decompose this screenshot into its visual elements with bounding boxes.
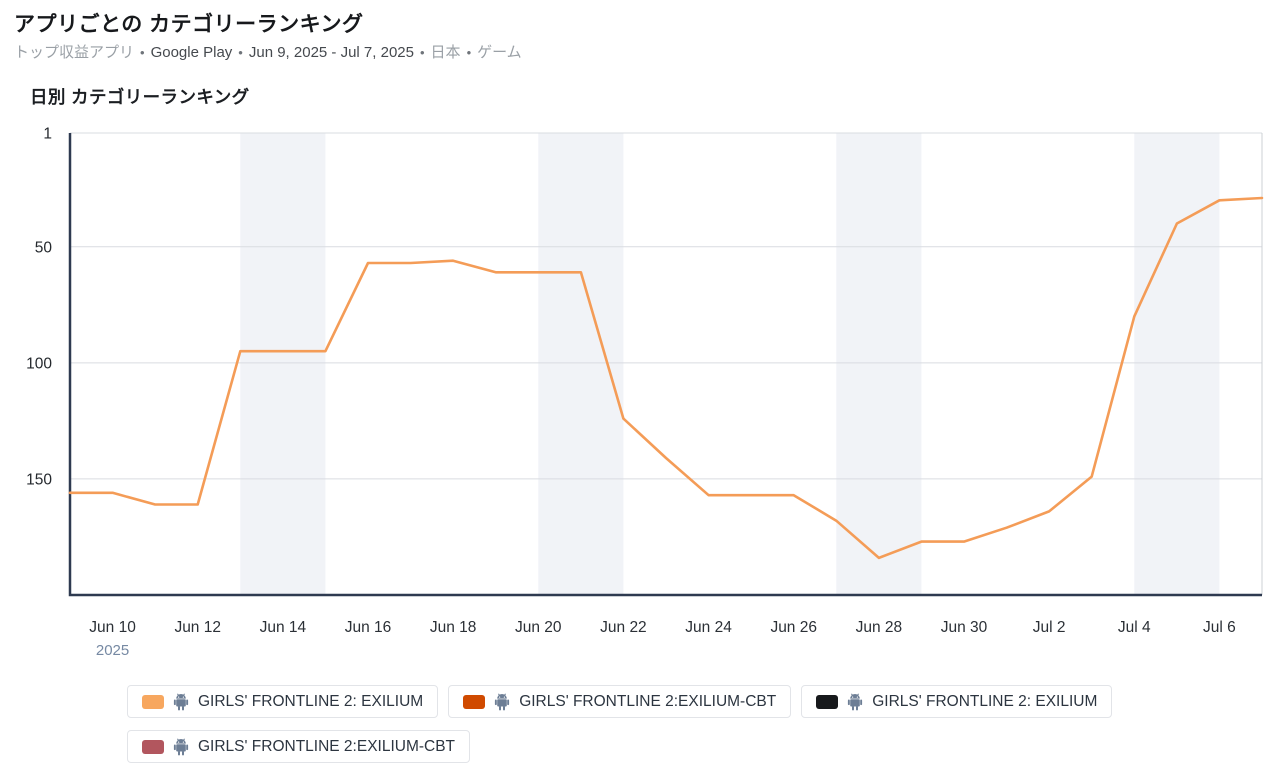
axis-lines [68, 133, 1262, 597]
legend-swatch-black [816, 694, 839, 709]
android-icon [848, 693, 863, 710]
legend-item-exilium-1[interactable]: GIRLS' FRONTLINE 2: EXILIUM [127, 685, 439, 718]
x-axis-label-jun-30: Jun 30 [941, 619, 988, 636]
breadcrumb-category: ゲーム [477, 44, 522, 61]
breadcrumb-country: 日本 [430, 44, 461, 61]
x-axis-year-label: 2025 [96, 642, 129, 659]
legend-swatch-orange [142, 694, 164, 709]
weekend-band [1134, 133, 1220, 595]
page-title: アプリごとの カテゴリーランキング [14, 13, 364, 36]
y-axis-label-50: 50 [35, 239, 53, 256]
legend-item-exilium-cbt-2[interactable]: GIRLS' FRONTLINE 2:EXILIUM-CBT [127, 730, 471, 763]
y-axis-label-150: 150 [26, 471, 52, 488]
breadcrumb-date-range: Jun 9, 2025 - Jul 7, 2025 [248, 44, 414, 61]
category-ranking-chart[interactable]: 1 50 100 150 Jun 10 Jun 12 Jun 14 Jun 16 Jun 18 J… [0, 118, 1280, 666]
x-axis-label-jun-12: Jun 12 [174, 619, 221, 636]
android-icon [495, 693, 510, 710]
x-axis-label-jun-16: Jun 16 [345, 619, 392, 636]
android-icon [173, 738, 189, 755]
breadcrumb-separator: • [140, 45, 145, 60]
y-axis-label-100: 100 [26, 355, 52, 372]
x-axis-label-jun-28: Jun 28 [856, 619, 903, 636]
android-icon [173, 693, 189, 710]
weekend-band [836, 133, 922, 595]
legend-label: GIRLS' FRONTLINE 2: EXILIUM [198, 692, 424, 710]
chart-title: 日別 カテゴリーランキング [30, 87, 250, 107]
legend-label: GIRLS' FRONTLINE 2: EXILIUM [872, 692, 1098, 710]
legend-swatch-dark-orange [463, 694, 486, 709]
x-axis-label-jun-26: Jun 26 [770, 619, 817, 636]
y-axis-label-1: 1 [43, 126, 52, 143]
legend-label: GIRLS' FRONTLINE 2:EXILIUM-CBT [198, 737, 456, 755]
ranking-line[interactable] [68, 196, 1264, 560]
x-axis-label-jun-18: Jun 18 [430, 619, 477, 636]
x-axis-label-jun-22: Jun 22 [600, 619, 647, 636]
breadcrumb-separator: • [419, 45, 425, 60]
breadcrumb: トップ収益アプリ • Google Play • Jun 9, 2025 - Jul 7… [14, 41, 522, 62]
breadcrumb-separator: • [238, 45, 243, 60]
x-axis-label-jul-4: Jul 4 [1118, 619, 1151, 636]
legend-swatch-maroon [142, 739, 164, 754]
chart-legend: GIRLS' FRONTLINE 2: EXILIUM GIRLS' FRONT… [127, 685, 1202, 763]
legend-label: GIRLS' FRONTLINE 2:EXILIUM-CBT [519, 692, 777, 710]
weekend-band [538, 133, 624, 595]
breadcrumb-store: Google Play [150, 44, 233, 61]
breadcrumb-metric: トップ収益アプリ [14, 44, 135, 61]
breadcrumb-separator: • [466, 45, 472, 60]
x-axis-label-jun-20: Jun 20 [515, 619, 562, 636]
x-axis-label-jun-10: Jun 10 [89, 619, 136, 636]
x-axis-label-jul-6: Jul 6 [1203, 619, 1236, 636]
legend-item-exilium-cbt-1[interactable]: GIRLS' FRONTLINE 2:EXILIUM-CBT [448, 685, 792, 718]
x-axis-label-jun-14: Jun 14 [260, 619, 307, 636]
legend-item-exilium-2[interactable]: GIRLS' FRONTLINE 2: EXILIUM [801, 685, 1113, 718]
weekend-band [240, 133, 326, 595]
x-axis-label-jun-24: Jun 24 [685, 619, 732, 636]
x-axis-label-jul-2: Jul 2 [1033, 619, 1066, 636]
